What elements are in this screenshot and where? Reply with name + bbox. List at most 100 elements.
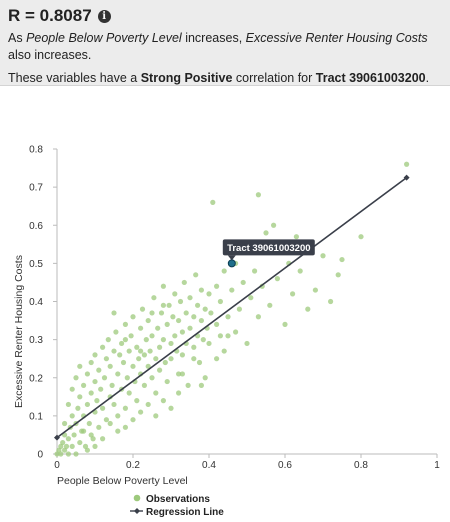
observation-point[interactable] <box>160 337 166 343</box>
observation-point[interactable] <box>103 356 109 362</box>
observation-point[interactable] <box>65 451 71 457</box>
observation-point[interactable] <box>151 295 157 301</box>
observation-point[interactable] <box>145 401 151 408</box>
observation-point[interactable] <box>305 306 311 312</box>
observation-point[interactable] <box>117 352 123 358</box>
observation-point[interactable] <box>191 344 197 350</box>
observation-point[interactable] <box>183 310 189 316</box>
observation-point[interactable] <box>138 325 144 331</box>
observation-point[interactable] <box>229 287 235 293</box>
observation-point[interactable] <box>84 401 90 408</box>
observation-point[interactable] <box>168 356 174 362</box>
observation-point[interactable] <box>141 382 147 388</box>
observation-point[interactable] <box>138 409 144 415</box>
observation-point[interactable] <box>166 302 172 308</box>
observation-point[interactable] <box>164 378 170 385</box>
observation-point[interactable] <box>240 279 246 286</box>
observation-point[interactable] <box>187 295 193 301</box>
observation-point[interactable] <box>335 272 341 278</box>
observation-point[interactable] <box>328 298 334 305</box>
observation-point[interactable] <box>96 367 102 373</box>
observation-point[interactable] <box>145 317 151 324</box>
observation-point[interactable] <box>96 424 102 430</box>
observation-point[interactable] <box>122 337 128 343</box>
observation-point[interactable] <box>145 363 151 369</box>
observation-point[interactable] <box>100 405 106 411</box>
observation-point[interactable] <box>107 363 113 369</box>
observation-point[interactable] <box>255 314 261 320</box>
observation-point[interactable] <box>214 356 220 362</box>
highlighted-tract-point[interactable] <box>227 259 236 268</box>
observation-point[interactable] <box>147 348 153 354</box>
observation-point[interactable] <box>236 306 242 312</box>
observation-point[interactable] <box>312 287 318 293</box>
observation-point[interactable] <box>160 398 166 404</box>
observation-point[interactable] <box>84 447 90 453</box>
observation-point[interactable] <box>84 371 90 377</box>
observation-point[interactable] <box>320 253 326 259</box>
observation-point[interactable] <box>179 371 185 377</box>
observation-point[interactable] <box>62 420 68 427</box>
observation-point[interactable] <box>176 390 182 396</box>
observation-point[interactable] <box>181 279 187 286</box>
observation-point[interactable] <box>202 375 208 381</box>
observation-point[interactable] <box>94 398 100 404</box>
observation-point[interactable] <box>208 310 214 316</box>
observation-point[interactable] <box>111 401 117 408</box>
observation-point[interactable] <box>195 302 201 308</box>
observation-point[interactable] <box>200 337 206 343</box>
observation-point[interactable] <box>164 321 170 327</box>
observation-point[interactable] <box>172 333 178 339</box>
observation-point[interactable] <box>252 268 258 274</box>
observation-point[interactable] <box>92 352 98 358</box>
observation-point[interactable] <box>65 401 71 408</box>
observation-point[interactable] <box>81 382 87 388</box>
observation-point[interactable] <box>69 413 75 419</box>
observation-point[interactable] <box>153 390 159 396</box>
observation-point[interactable] <box>177 298 184 305</box>
observation-point[interactable] <box>217 298 223 305</box>
observation-point[interactable] <box>134 344 140 350</box>
observation-point[interactable] <box>290 291 296 297</box>
observation-point[interactable] <box>185 382 191 388</box>
observation-point[interactable] <box>100 344 106 350</box>
info-icon[interactable]: i <box>97 9 111 23</box>
observation-point[interactable] <box>179 329 185 335</box>
observation-point[interactable] <box>92 378 98 385</box>
observation-point[interactable] <box>75 405 81 411</box>
observation-point[interactable] <box>282 321 288 327</box>
observation-point[interactable] <box>111 348 117 354</box>
observation-point[interactable] <box>225 333 231 339</box>
observation-point[interactable] <box>105 337 111 343</box>
observation-point[interactable] <box>155 325 161 331</box>
observation-point[interactable] <box>138 348 144 354</box>
observation-point[interactable] <box>168 405 174 411</box>
observation-point[interactable] <box>100 436 106 442</box>
observation-point[interactable] <box>115 371 121 377</box>
observation-point[interactable] <box>206 340 212 347</box>
observation-point[interactable] <box>271 222 277 228</box>
observation-point[interactable] <box>191 356 197 362</box>
observation-point[interactable] <box>122 424 128 430</box>
observation-point[interactable] <box>176 371 182 377</box>
observation-point[interactable] <box>73 375 79 381</box>
observation-point[interactable] <box>88 359 94 366</box>
observation-point[interactable] <box>69 386 75 392</box>
observation-point[interactable] <box>168 340 174 347</box>
observation-point[interactable] <box>77 394 83 400</box>
observation-point[interactable] <box>149 310 155 316</box>
observation-point[interactable] <box>221 348 227 354</box>
observation-point[interactable] <box>339 256 345 263</box>
observation-point[interactable] <box>136 356 142 362</box>
observation-point[interactable] <box>86 420 92 427</box>
observation-point[interactable] <box>92 443 98 449</box>
observation-point[interactable] <box>263 230 269 236</box>
observation-point[interactable] <box>404 161 410 167</box>
observation-point[interactable] <box>58 451 64 457</box>
observation-point[interactable] <box>124 375 130 381</box>
observation-point[interactable] <box>267 302 273 308</box>
observation-point[interactable] <box>153 356 159 362</box>
observation-point[interactable] <box>198 317 204 324</box>
observation-point[interactable] <box>128 333 134 339</box>
observation-point[interactable] <box>65 436 71 442</box>
